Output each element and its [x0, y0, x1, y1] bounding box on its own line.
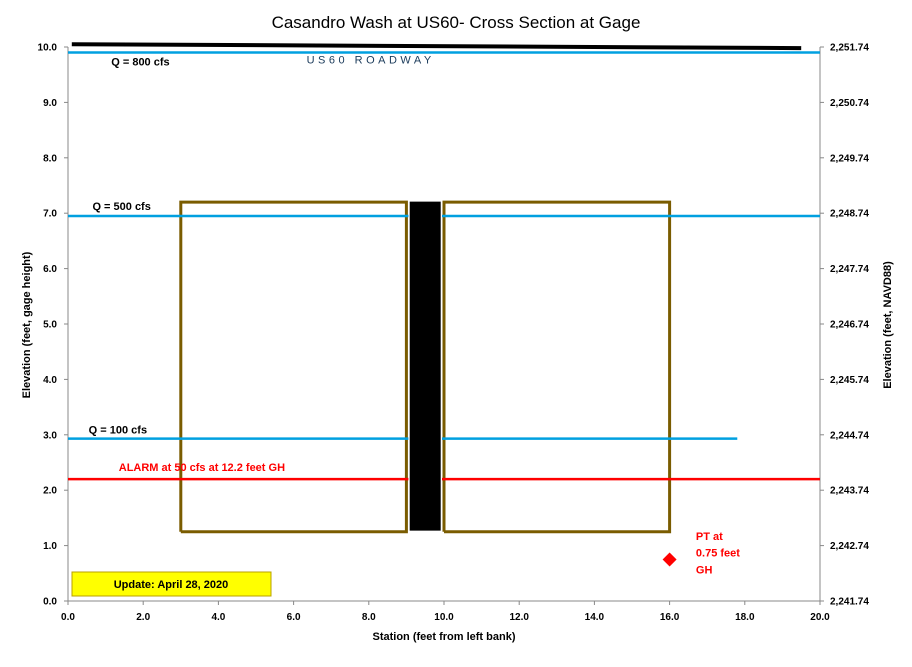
right-culvert-box: [442, 200, 672, 534]
y-tick-label: 4.0: [43, 375, 57, 386]
x-tick-label: 16.0: [660, 612, 680, 623]
y2-tick-label: 2,250.74: [830, 98, 869, 109]
y2-tick-label: 2,241.74: [830, 597, 869, 608]
y2-tick-label: 2,249.74: [830, 153, 869, 164]
y2-tick-label: 2,248.74: [830, 209, 869, 220]
x-tick-label: 12.0: [509, 612, 529, 623]
y-tick-label: 5.0: [43, 320, 57, 331]
left-culvert-box: [179, 200, 408, 534]
y-tick-label: 10.0: [38, 43, 58, 54]
y-tick-label: 9.0: [43, 98, 57, 109]
y-tick-label: 1.0: [43, 541, 57, 552]
x-tick-label: 6.0: [287, 612, 301, 623]
pt-label-line3: GH: [696, 564, 713, 576]
y-tick-label: 2.0: [43, 486, 57, 497]
x-tick-label: 8.0: [362, 612, 376, 623]
x-tick-label: 14.0: [585, 612, 605, 623]
alarm-label: ALARM at 50 cfs at 12.2 feet GH: [119, 462, 285, 474]
y2-tick-label: 2,245.74: [830, 375, 869, 386]
update-label: Update: April 28, 2020: [114, 579, 229, 591]
x-tick-label: 0.0: [61, 612, 75, 623]
y-axis-label: Elevation (feet, gage height): [21, 251, 33, 398]
pier-block: [409, 201, 441, 531]
x-tick-label: 2.0: [136, 612, 150, 623]
update-box: [71, 571, 272, 597]
y2-tick-label: 2,247.74: [830, 264, 869, 275]
x-axis-label: Station (feet from left bank): [372, 631, 515, 643]
data-group: [68, 42, 820, 567]
roadway-line: [71, 42, 802, 51]
y-tick-label: 6.0: [43, 264, 57, 275]
pt-marker: [662, 552, 677, 567]
y-tick-label: 7.0: [43, 209, 57, 220]
pt-label-line2: 0.75 feet: [696, 548, 740, 560]
annotations-group: Q = 800 cfs US60 ROADWAY Q = 500 cfs Q = 10…: [71, 55, 740, 597]
y2-tick-label: 2,244.74: [830, 430, 869, 441]
x-tick-label: 20.0: [810, 612, 830, 623]
chart-title: Casandro Wash at US60- Cross Section at …: [272, 13, 641, 32]
q800-label: Q = 800 cfs: [111, 57, 169, 69]
y2-tick-label: 2,246.74: [830, 320, 869, 331]
y-tick-label: 0.0: [43, 597, 57, 608]
y-tick-label: 8.0: [43, 153, 57, 164]
q100-label: Q = 100 cfs: [89, 425, 147, 437]
x-tick-label: 4.0: [211, 612, 225, 623]
y2-tick-label: 2,242.74: [830, 541, 869, 552]
pt-label-line1: PT at: [696, 531, 723, 543]
q500-label: Q = 500 cfs: [92, 201, 150, 213]
y-tick-label: 3.0: [43, 430, 57, 441]
tick-labels-group: 0.0 2.0 4.0 6.0 8.0 10.0 12.0 14.0 16.0 18.0 20.0 0…: [38, 43, 870, 624]
roadway-label: US60 ROADWAY: [307, 55, 435, 67]
x-tick-label: 10.0: [434, 612, 454, 623]
x-tick-label: 18.0: [735, 612, 755, 623]
y2-axis-label: Elevation (feet, NAVD88): [882, 261, 894, 389]
y2-tick-label: 2,243.74: [830, 486, 869, 497]
y2-tick-label: 2,251.74: [830, 43, 869, 54]
